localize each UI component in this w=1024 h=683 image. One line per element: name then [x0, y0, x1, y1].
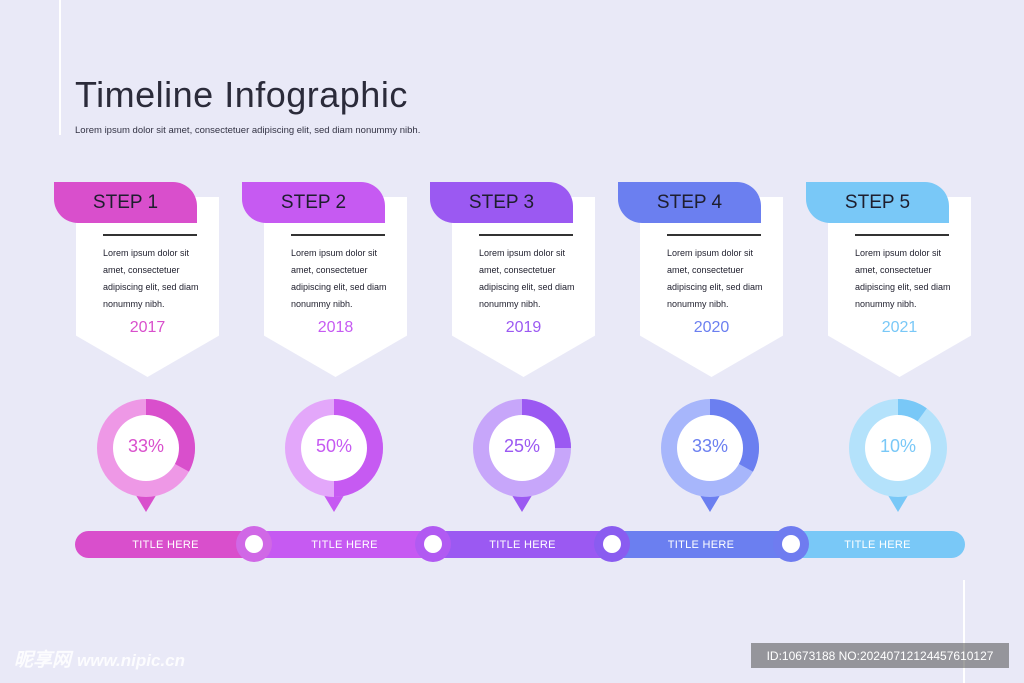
ring-center: [301, 415, 367, 481]
progress-pin-4: 33%: [660, 398, 760, 514]
decorative-line-top: [59, 0, 61, 135]
watermark-brand: 昵享网: [14, 650, 72, 671]
watermark-id: ID:10673188 NO:20240712124457610127: [751, 643, 1009, 668]
step-card-1: STEP 1 Lorem ipsum dolor sit amet, conse…: [54, 182, 220, 378]
step-year: 2017: [129, 319, 166, 336]
card-panel: [264, 197, 407, 377]
pin-pointer: [322, 492, 346, 512]
ring-center: [865, 415, 931, 481]
timeline-segment-1: TITLE HERE: [75, 531, 256, 558]
step-description: Lorem ipsum dolor sit amet, consectetuer…: [291, 248, 387, 309]
step-year: 2021: [881, 319, 918, 336]
card-divider: [479, 234, 573, 236]
card-panel: [640, 197, 783, 377]
step-card-5: STEP 5 Lorem ipsum dolor sit amet, conse…: [806, 182, 972, 378]
card-panel: [828, 197, 971, 377]
progress-ring: [849, 399, 947, 512]
ring-center: [677, 415, 743, 481]
step-card-2: STEP 2 Lorem ipsum dolor sit amet, conse…: [242, 182, 408, 378]
progress-percent: 25%: [503, 436, 541, 456]
card-divider: [291, 234, 385, 236]
page-title: Timeline Infographic: [75, 74, 408, 115]
watermark-site: www.nipic.cn: [77, 651, 186, 670]
timeline-segment-3: TITLE HERE: [433, 531, 612, 558]
progress-ring: [473, 399, 571, 512]
card-divider: [103, 234, 197, 236]
step-year: 2019: [505, 319, 542, 336]
step-card-3: STEP 3 Lorem ipsum dolor sit amet, conse…: [430, 182, 596, 378]
timeline-segment-4: TITLE HERE: [612, 531, 790, 558]
card-divider: [855, 234, 949, 236]
progress-pin-1: 33%: [96, 398, 196, 514]
pin-pointer: [510, 492, 534, 512]
timeline-bar: TITLE HERE TITLE HERE TITLE HERE TITLE H…: [75, 531, 965, 558]
card-panel: [76, 197, 219, 377]
pin-pointer: [886, 492, 910, 512]
card-divider: [667, 234, 761, 236]
page-subtitle: Lorem ipsum dolor sit amet, consectetuer…: [75, 125, 421, 136]
progress-percent: 33%: [127, 436, 165, 456]
step-tab: STEP 2: [242, 182, 385, 223]
progress-pin-3: 25%: [472, 398, 572, 514]
timeline-segment-2: TITLE HERE: [256, 531, 433, 558]
step-description: Lorem ipsum dolor sit amet, consectetuer…: [479, 248, 575, 309]
progress-ring: [97, 399, 196, 512]
timeline-node-3: [594, 526, 630, 562]
progress-percent: 50%: [315, 436, 353, 456]
watermark-logo: 昵享网 www.nipic.cn: [14, 645, 185, 672]
decorative-line-bottom: [963, 580, 965, 683]
step-tab: STEP 4: [618, 182, 761, 223]
step-year: 2018: [317, 319, 354, 336]
step-tab: STEP 1: [54, 182, 197, 223]
progress-ring: [661, 399, 760, 512]
timeline-node-1: [236, 526, 272, 562]
ring-center: [489, 415, 555, 481]
step-description: Lorem ipsum dolor sit amet, consectetuer…: [103, 248, 199, 309]
timeline-node-2: [415, 526, 451, 562]
timeline-node-4: [773, 526, 809, 562]
ring-center: [113, 415, 179, 481]
progress-ring: [285, 399, 383, 512]
progress-percent: 33%: [691, 436, 729, 456]
card-panel: [452, 197, 595, 377]
step-tab: STEP 5: [806, 182, 949, 223]
step-description: Lorem ipsum dolor sit amet, consectetuer…: [855, 248, 951, 309]
pin-pointer: [698, 492, 722, 512]
progress-pin-2: 50%: [284, 398, 384, 514]
step-card-4: STEP 4 Lorem ipsum dolor sit amet, conse…: [618, 182, 784, 378]
pin-pointer: [134, 492, 158, 512]
progress-percent: 10%: [879, 436, 917, 456]
step-tab: STEP 3: [430, 182, 573, 223]
step-description: Lorem ipsum dolor sit amet, consectetuer…: [667, 248, 763, 309]
progress-pin-5: 10%: [848, 398, 948, 514]
timeline-segment-5: TITLE HERE: [790, 531, 965, 558]
step-year: 2020: [693, 319, 730, 336]
